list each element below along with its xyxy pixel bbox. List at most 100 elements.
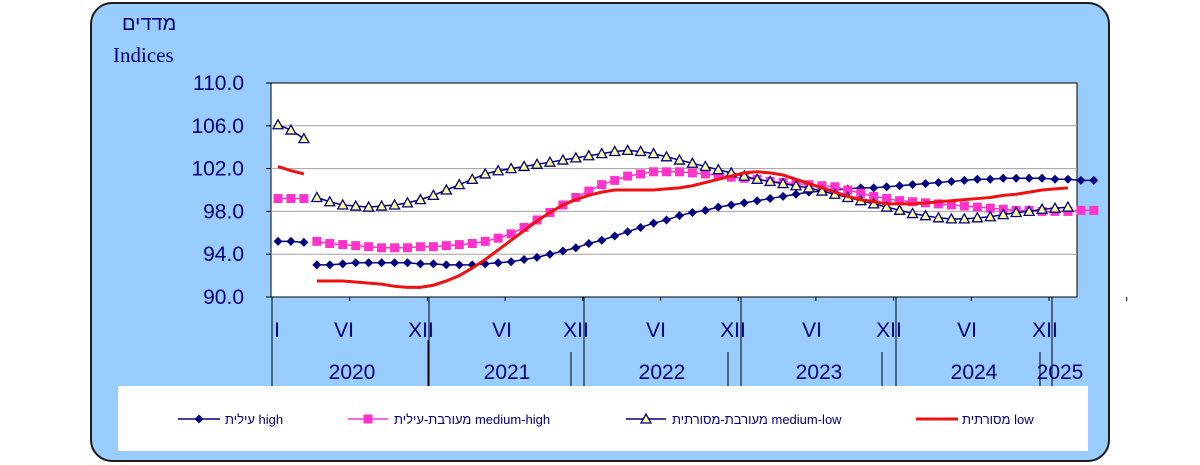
data-point-2 <box>932 211 945 223</box>
data-point-0 <box>623 227 633 237</box>
data-point-1 <box>519 222 529 232</box>
data-point-0 <box>428 259 438 269</box>
data-point-0 <box>662 215 671 225</box>
data-point-0 <box>1063 174 1073 184</box>
data-point-2 <box>271 118 285 130</box>
data-point-0 <box>545 249 555 259</box>
y-tick-label: 106.0 <box>191 115 244 138</box>
x-month-label: VI <box>802 319 822 342</box>
data-point-0 <box>674 211 684 221</box>
data-point-2 <box>388 198 401 210</box>
data-point-0 <box>377 258 387 268</box>
data-point-0 <box>998 173 1008 183</box>
data-point-1 <box>610 175 620 185</box>
data-point-1 <box>286 194 296 204</box>
data-point-2 <box>595 147 608 159</box>
y-axis-label-hebrew: מדדים <box>122 13 177 35</box>
data-point-2 <box>1048 201 1062 213</box>
y-tick-label: 94.0 <box>203 243 244 266</box>
data-point-2 <box>608 145 621 157</box>
x-month-label: VI <box>646 319 666 342</box>
data-point-2 <box>634 145 647 157</box>
data-point-0 <box>1089 175 1099 185</box>
legend-marker-0 <box>194 414 204 424</box>
data-point-2 <box>362 200 375 212</box>
data-point-2 <box>1061 200 1075 212</box>
data-point-2 <box>517 160 531 172</box>
data-point-1 <box>830 182 840 192</box>
data-point-1 <box>882 194 892 204</box>
data-point-0 <box>403 258 412 268</box>
data-point-2 <box>673 153 686 165</box>
data-point-2 <box>880 200 893 212</box>
data-point-0 <box>506 257 516 267</box>
data-point-0 <box>312 260 322 270</box>
data-point-0 <box>765 194 775 204</box>
y-tick-label: 102.0 <box>191 158 244 181</box>
data-point-0 <box>959 175 969 185</box>
data-point-0 <box>351 258 361 268</box>
year-label: 2024 <box>951 361 998 384</box>
plot-area <box>270 82 1078 298</box>
data-point-1 <box>895 196 905 206</box>
data-point-0 <box>286 236 296 246</box>
data-point-1 <box>441 241 451 251</box>
data-point-0 <box>597 235 607 245</box>
data-point-1 <box>908 197 918 207</box>
data-point-0 <box>752 196 762 206</box>
data-point-2 <box>582 149 595 161</box>
data-point-2 <box>440 183 453 195</box>
legend-label-medium-high: מעורבת-עילית medium-high <box>394 412 551 427</box>
x-month-label: VI <box>957 319 977 342</box>
data-point-1 <box>713 170 723 180</box>
data-point-2 <box>971 211 984 223</box>
data-point-0 <box>519 255 529 265</box>
data-point-1 <box>869 191 879 201</box>
data-point-0 <box>649 218 659 228</box>
data-point-1 <box>338 240 348 250</box>
x-month-label: XII <box>720 319 746 342</box>
data-point-1 <box>856 188 866 198</box>
data-point-2 <box>1022 205 1036 217</box>
data-point-0 <box>778 191 788 201</box>
x-month-label: XII <box>1032 319 1058 342</box>
data-point-2 <box>427 189 440 201</box>
data-point-1 <box>312 236 322 246</box>
data-point-1 <box>584 186 594 196</box>
data-point-1 <box>687 168 697 178</box>
data-point-0 <box>493 258 503 268</box>
data-point-1 <box>662 167 671 177</box>
data-point-2 <box>751 172 764 184</box>
data-point-1 <box>623 171 633 181</box>
data-point-0 <box>1050 174 1060 184</box>
data-point-2 <box>919 209 932 221</box>
data-point-1 <box>506 229 516 239</box>
y-axis-label-english: Indices <box>113 43 174 67</box>
x-month-label: VI <box>334 319 354 342</box>
data-point-2 <box>789 179 803 191</box>
data-point-1 <box>985 203 995 213</box>
data-point-2 <box>1010 206 1023 218</box>
data-point-2 <box>738 169 751 181</box>
data-point-0 <box>972 174 982 184</box>
data-point-0 <box>299 237 309 247</box>
data-point-0 <box>571 243 581 253</box>
data-point-0 <box>390 258 400 268</box>
legend-marker-1 <box>363 414 373 424</box>
data-point-2 <box>323 195 336 207</box>
data-point-0 <box>985 174 995 184</box>
data-point-2 <box>776 177 790 189</box>
year-label: 2022 <box>639 361 686 384</box>
data-point-1 <box>1089 205 1099 215</box>
data-point-0 <box>895 181 905 191</box>
data-point-1 <box>933 199 943 209</box>
data-point-0 <box>454 260 464 270</box>
data-point-1 <box>1076 205 1086 215</box>
data-point-0 <box>713 202 723 212</box>
series-line-3 <box>316 170 1069 289</box>
data-point-0 <box>869 183 879 193</box>
data-point-1 <box>843 185 853 195</box>
year-label: 2020 <box>329 361 376 384</box>
data-point-2 <box>699 160 712 172</box>
